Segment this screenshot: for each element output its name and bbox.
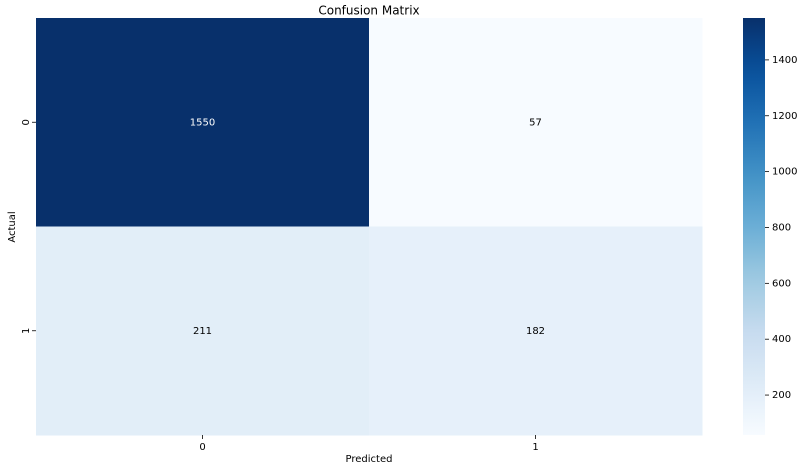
cell-label: 182: [526, 326, 545, 337]
y-tick-label: 0: [21, 119, 32, 125]
colorbar-tick-label: 1400: [772, 55, 797, 66]
heatmap-cell: [36, 226, 370, 436]
colorbar-tick-label: 200: [772, 390, 791, 401]
colorbar-tick-label: 1000: [772, 167, 797, 178]
heatmap-cell: [369, 18, 703, 227]
x-axis-label: Predicted: [346, 454, 393, 465]
colorbar: [743, 18, 765, 435]
cell-label: 57: [529, 117, 542, 128]
cell-label: 1550: [190, 117, 215, 128]
chart-title: Confusion Matrix: [318, 4, 419, 18]
heatmap-cell: [369, 226, 703, 436]
colorbar-tick-label: 400: [772, 334, 791, 345]
colorbar-tick-label: 1200: [772, 111, 797, 122]
y-tick-label: 1: [21, 328, 32, 334]
cell-label: 211: [193, 326, 212, 337]
x-tick-label: 1: [532, 442, 538, 453]
colorbar-tick-label: 800: [772, 222, 791, 233]
x-tick-label: 0: [199, 442, 205, 453]
y-axis-label: Actual: [7, 211, 18, 242]
colorbar-tick-label: 600: [772, 278, 791, 289]
heatmap-cell: [36, 18, 370, 227]
